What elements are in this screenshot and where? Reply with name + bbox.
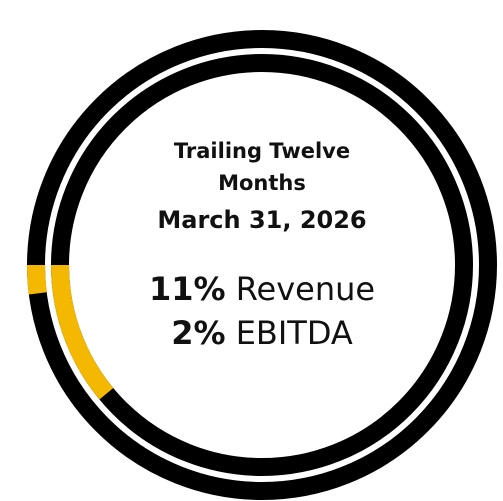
legend-entry: 11% Revenue <box>102 267 422 311</box>
title: Trailing Twelve Months <box>173 139 351 195</box>
ring-segment <box>51 264 114 400</box>
legend-name: EBITDA <box>235 314 353 352</box>
value-label: 11% <box>148 270 226 308</box>
subtitle: March 31, 2026 <box>157 206 367 234</box>
legend-entry: 2% EBITDA <box>102 311 422 355</box>
value-label: 2% <box>171 314 226 352</box>
center-text: Trailing Twelve Months March 31, 2026 11… <box>142 135 382 355</box>
ring-segment <box>27 264 47 295</box>
legend-name: Revenue <box>235 270 376 308</box>
